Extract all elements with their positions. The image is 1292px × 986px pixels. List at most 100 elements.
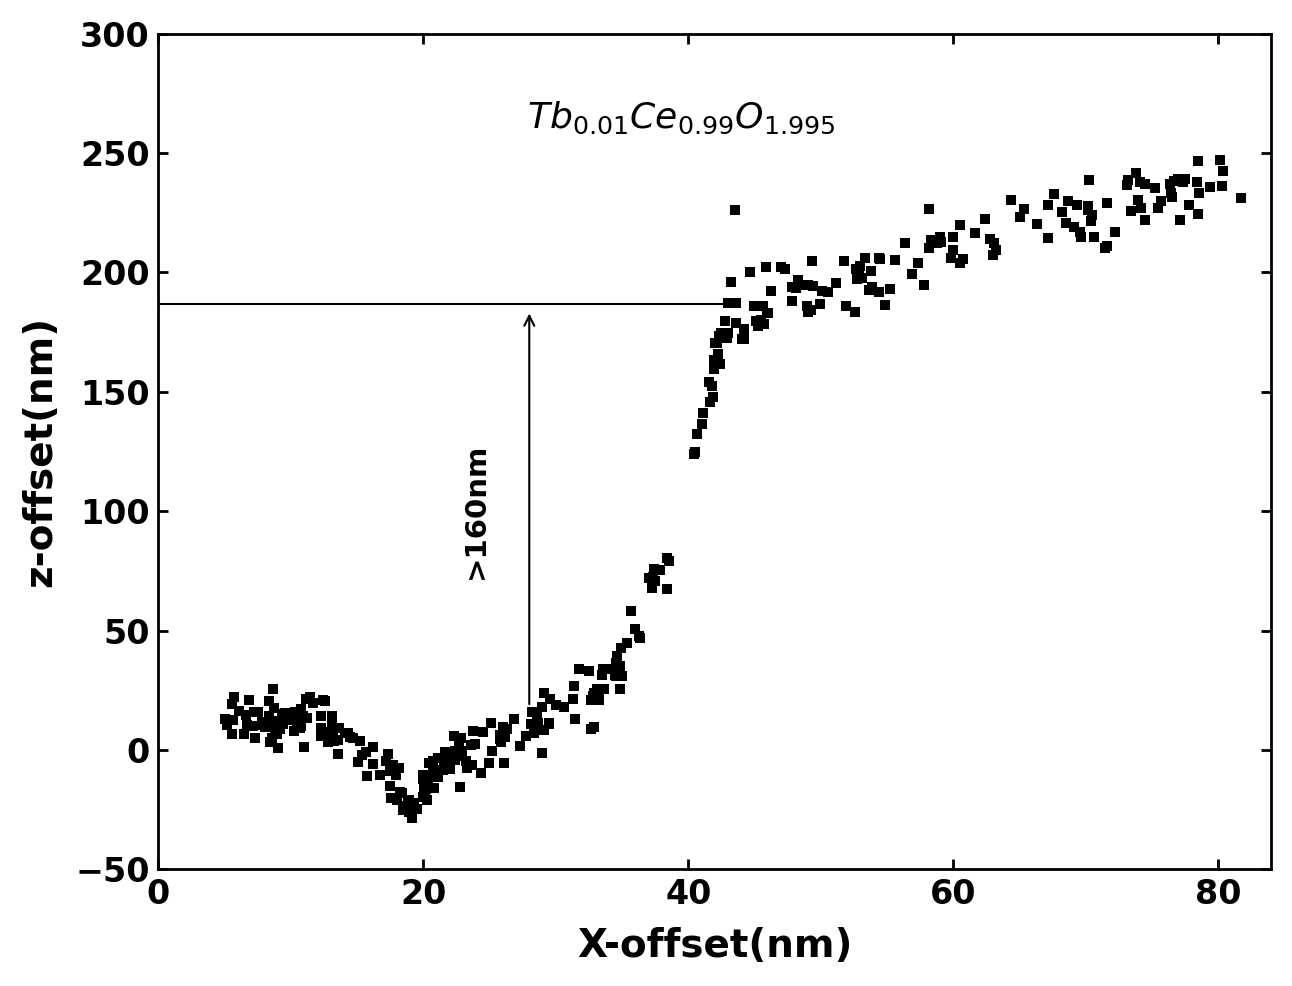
Point <box>964 225 985 241</box>
Point <box>659 553 680 569</box>
Point <box>810 297 831 313</box>
Point <box>403 798 424 813</box>
Point <box>920 232 941 247</box>
Point <box>416 792 437 808</box>
Point <box>522 704 543 720</box>
Point <box>1160 176 1181 192</box>
Point <box>1168 171 1189 186</box>
Point <box>919 201 939 217</box>
Point <box>428 769 448 785</box>
Point <box>782 279 802 295</box>
Point <box>286 704 306 720</box>
Point <box>725 295 745 311</box>
Point <box>1150 193 1171 209</box>
Point <box>716 330 736 346</box>
Point <box>565 712 585 728</box>
Point <box>322 708 342 724</box>
Point <box>1056 215 1076 231</box>
Point <box>1105 225 1125 241</box>
Point <box>289 720 310 736</box>
Point <box>494 719 514 735</box>
Point <box>583 688 603 704</box>
Point <box>521 717 541 733</box>
Point <box>718 295 739 311</box>
Point <box>534 722 554 738</box>
Point <box>1097 239 1118 254</box>
Point <box>707 335 727 351</box>
Y-axis label: z-offset(nm): z-offset(nm) <box>21 316 59 587</box>
Point <box>450 780 470 796</box>
Point <box>687 426 708 442</box>
Point <box>638 570 659 586</box>
Point <box>943 229 964 245</box>
Point <box>439 758 460 774</box>
Point <box>217 718 238 734</box>
Point <box>734 320 755 336</box>
Point <box>1186 174 1207 189</box>
Point <box>349 734 370 749</box>
Point <box>1078 198 1098 214</box>
Point <box>757 305 778 320</box>
Point <box>382 756 403 772</box>
Point <box>463 723 483 739</box>
Point <box>1081 207 1102 223</box>
Point <box>539 717 559 733</box>
Point <box>718 325 739 341</box>
Point <box>258 693 279 709</box>
Point <box>587 681 607 697</box>
Point <box>389 760 410 776</box>
Point <box>1212 177 1233 193</box>
Point <box>1094 241 1115 256</box>
Point <box>310 729 331 744</box>
Point <box>224 688 244 704</box>
Point <box>412 767 433 783</box>
Point <box>1145 180 1165 196</box>
Point <box>322 718 342 734</box>
Point <box>880 281 901 297</box>
Point <box>415 782 435 798</box>
Point <box>451 731 472 746</box>
Point <box>704 361 725 377</box>
Point <box>355 744 376 760</box>
Point <box>929 229 950 245</box>
Point <box>902 266 922 282</box>
Point <box>691 416 712 432</box>
Point <box>1067 197 1088 213</box>
Point <box>1079 173 1099 188</box>
Point <box>380 763 401 779</box>
Point <box>236 707 257 723</box>
Point <box>620 603 641 619</box>
Point <box>565 677 585 693</box>
Point <box>756 258 776 274</box>
Point <box>465 736 486 751</box>
Point <box>1037 196 1058 212</box>
Point <box>624 621 645 637</box>
Point <box>703 389 724 405</box>
Point <box>885 252 906 268</box>
Point <box>288 709 309 725</box>
Point <box>1230 190 1251 206</box>
Point <box>398 804 419 819</box>
Point <box>584 719 605 735</box>
Point <box>516 728 536 743</box>
Point <box>751 313 771 328</box>
Point <box>310 709 331 725</box>
Point <box>271 706 292 722</box>
Point <box>531 745 552 761</box>
Point <box>394 798 415 813</box>
Point <box>734 331 755 347</box>
Point <box>444 742 465 758</box>
Point <box>255 719 275 735</box>
Point <box>315 693 336 709</box>
Point <box>928 235 948 250</box>
Point <box>1044 186 1065 202</box>
Point <box>258 718 279 734</box>
Point <box>606 648 627 664</box>
Point <box>540 691 561 707</box>
Point <box>534 685 554 701</box>
Point <box>1134 176 1155 192</box>
Point <box>753 316 774 331</box>
Point <box>818 285 839 301</box>
Point <box>950 255 970 271</box>
Point <box>798 277 819 293</box>
